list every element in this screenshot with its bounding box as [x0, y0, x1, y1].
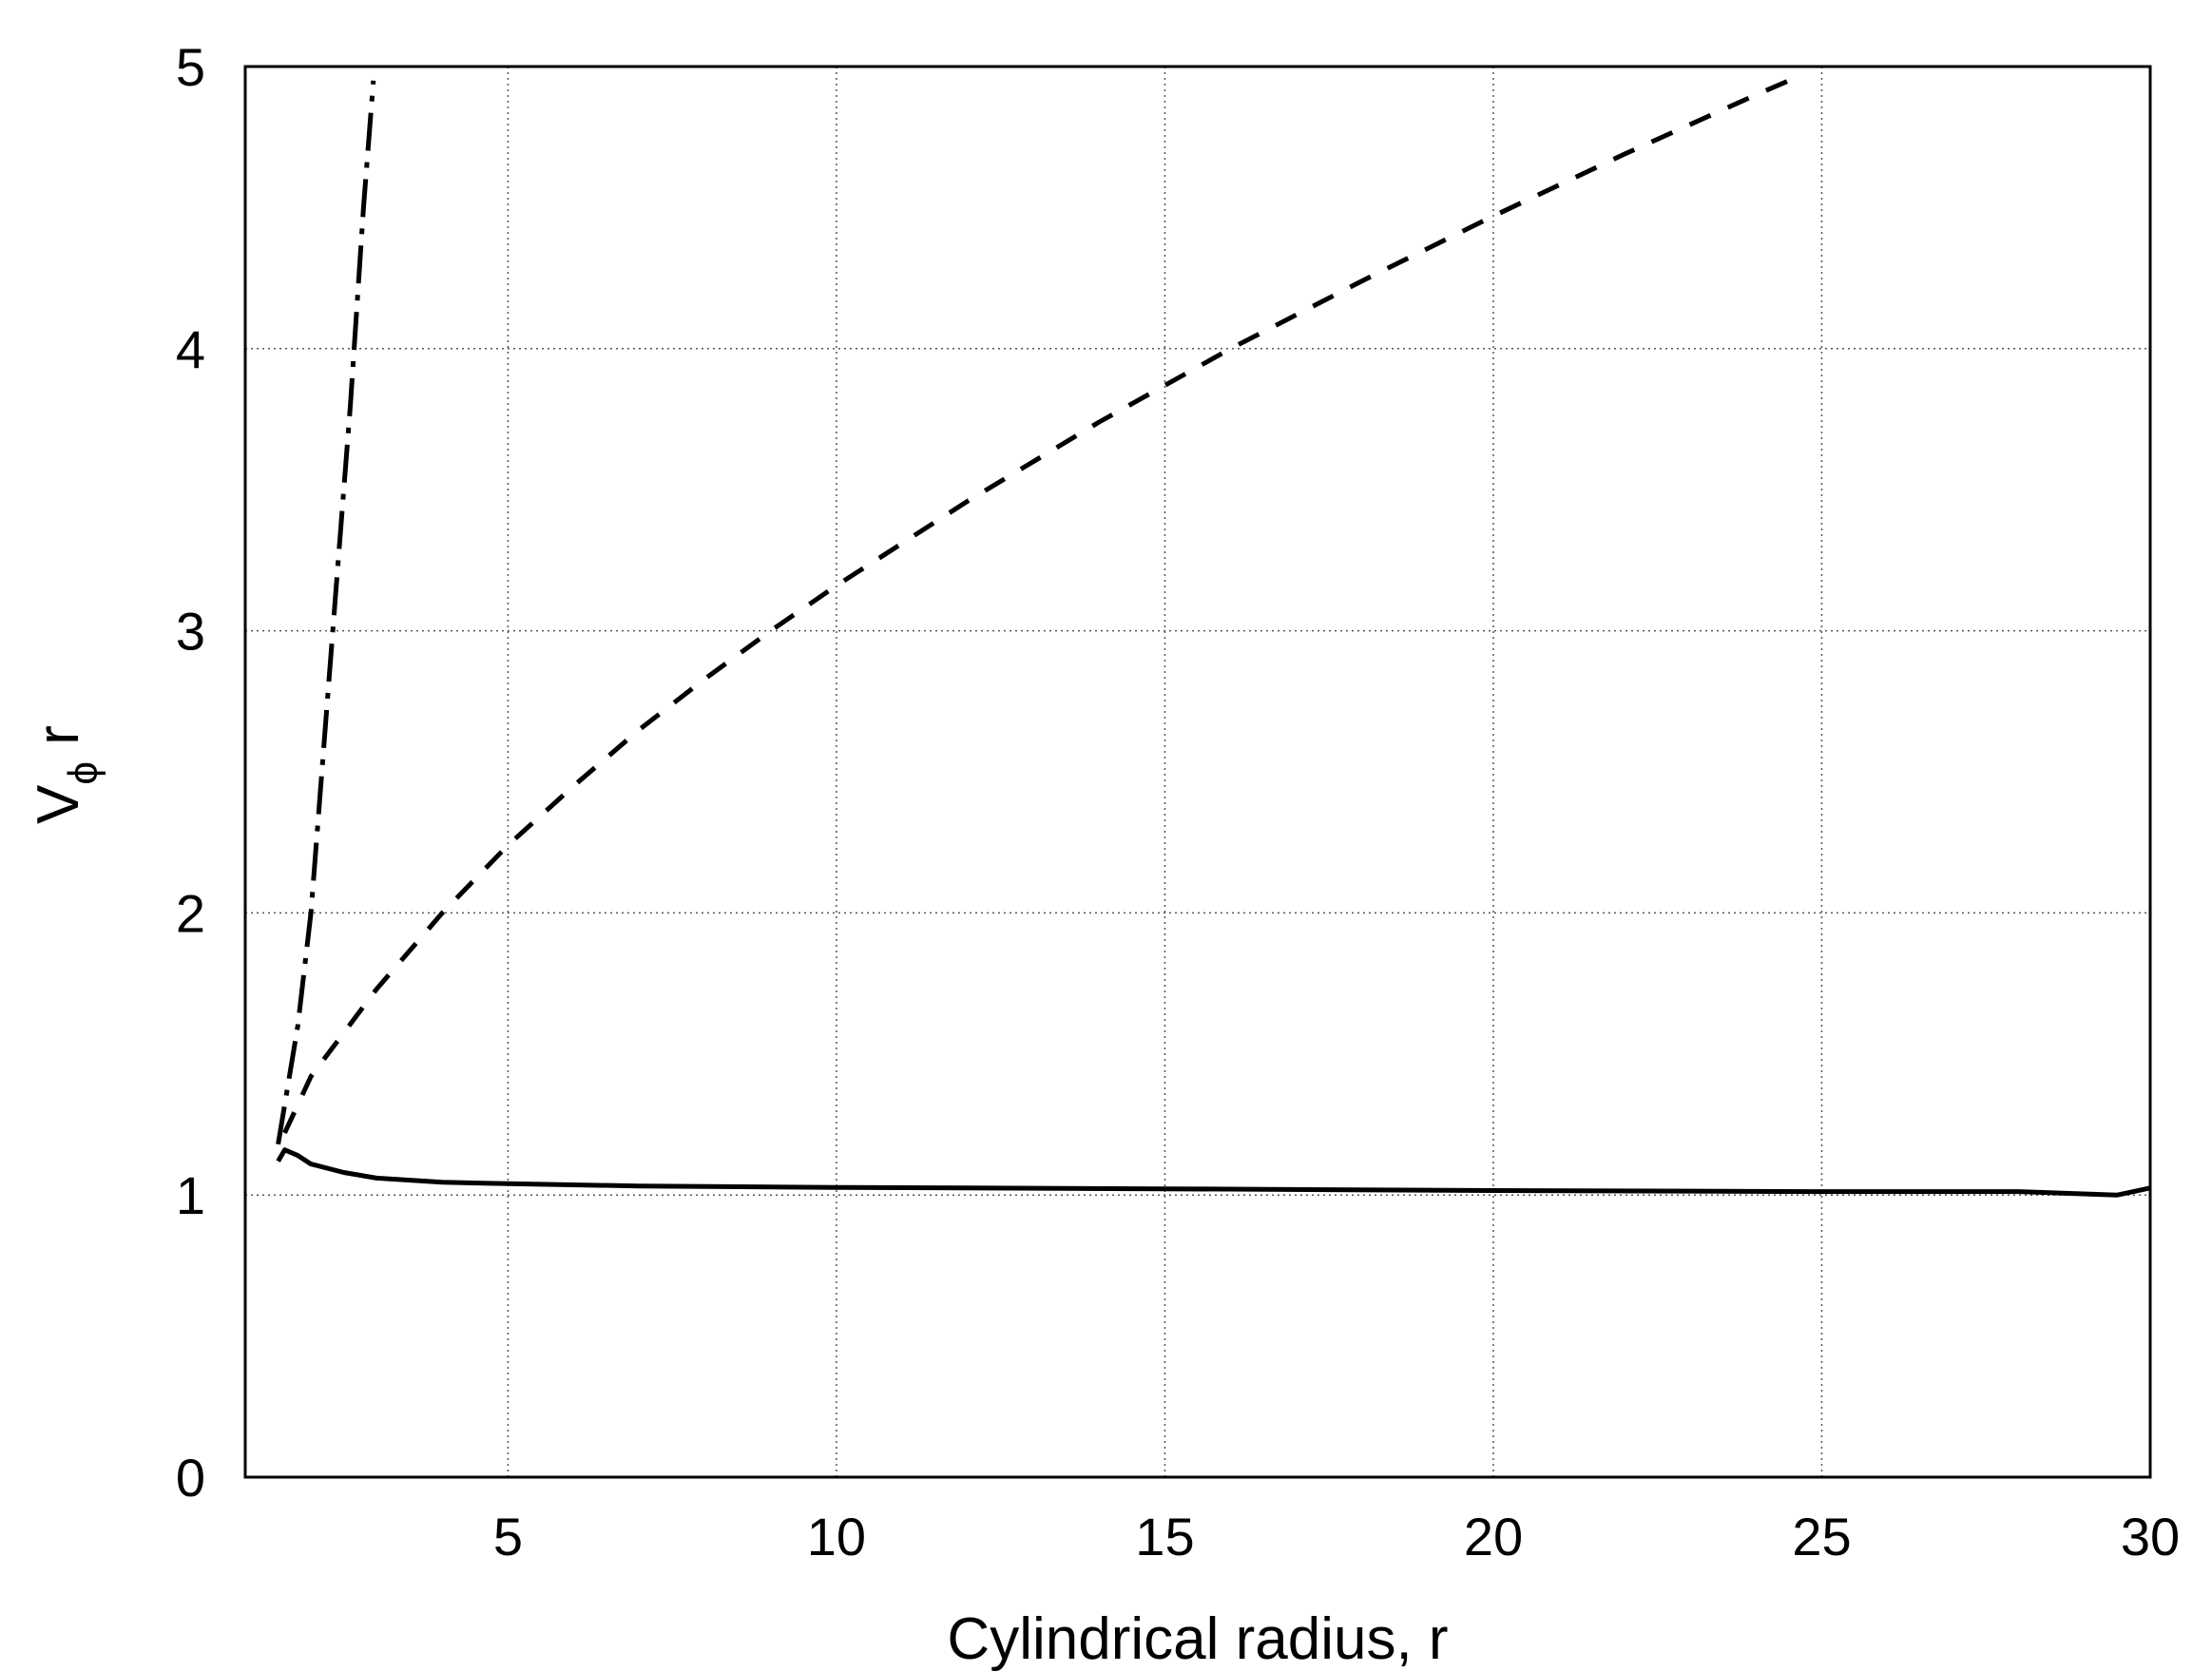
grid-lines: [245, 67, 2150, 1477]
series-line-dashed: [282, 72, 1803, 1134]
x-tick-label: 15: [1135, 1507, 1194, 1566]
plot-frame: [243, 65, 2152, 1479]
y-tick-label: 5: [176, 37, 205, 97]
y-tick-label: 0: [176, 1448, 205, 1508]
x-tick-label: 25: [1792, 1507, 1851, 1566]
y-tick-label: 3: [176, 602, 205, 662]
x-tick-labels: 5 10 15 20 25 30: [493, 1507, 2180, 1566]
y-tick-label: 1: [176, 1165, 205, 1225]
y-axis-title-main: V: [26, 784, 91, 824]
series-line-solid: [276, 1147, 2151, 1198]
x-tick-label: 20: [1464, 1507, 1523, 1566]
x-axis-title: Cylindrical radius, r: [947, 1606, 1448, 1672]
y-axis-title-tail: r: [26, 725, 91, 761]
y-tick-label: 2: [176, 883, 205, 943]
x-tick-label: 5: [493, 1507, 523, 1566]
series-group: [276, 72, 2151, 1198]
y-axis-title-sub: ϕ: [60, 761, 106, 785]
y-axis-title: Vϕ r: [26, 725, 106, 824]
y-tick-label: 4: [176, 319, 205, 379]
x-tick-label: 30: [2121, 1507, 2180, 1566]
series-line-dash-dot: [276, 80, 376, 1145]
x-tick-label: 10: [807, 1507, 866, 1566]
y-tick-labels: 0 1 2 3 4 5: [176, 37, 205, 1508]
